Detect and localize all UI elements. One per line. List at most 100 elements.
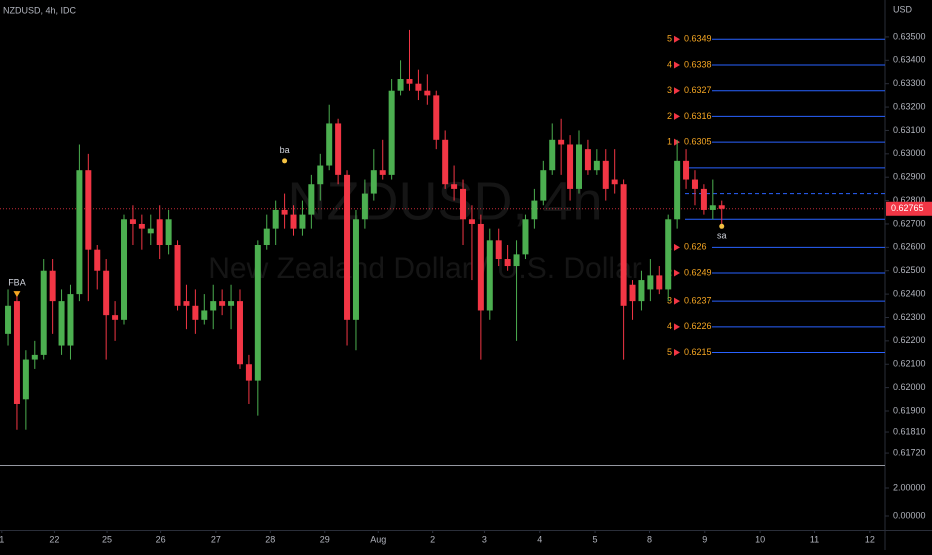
candle-body [147, 228, 154, 234]
candle-body [94, 249, 101, 271]
level-value: 0.6338 [684, 59, 712, 69]
marker-label: ba [280, 145, 290, 155]
x-tick-label: 3 [482, 534, 487, 544]
candle-body [174, 245, 181, 306]
level-arrow [674, 61, 680, 69]
candle-body [611, 179, 618, 185]
candle-body [700, 188, 707, 210]
candle-body [629, 284, 636, 302]
candle-body [210, 301, 217, 311]
candle-body [308, 184, 315, 215]
candle-body [424, 90, 431, 96]
level-rank: 4 [667, 59, 672, 69]
candle-body [442, 139, 449, 185]
level-arrow [674, 112, 680, 120]
y-tick-label: 0.63400 [893, 55, 926, 65]
last-price-tag [886, 201, 932, 216]
candle-body [718, 205, 725, 209]
candle-body [397, 79, 404, 91]
y-tick-label: 0.63000 [893, 148, 926, 158]
candle-body [647, 275, 654, 290]
x-tick-label: 29 [320, 534, 330, 544]
candle-body [575, 144, 582, 189]
x-tick-label: 1 [0, 534, 4, 544]
candle-body [219, 301, 226, 306]
candle-body [593, 160, 600, 171]
candle-body [477, 223, 484, 311]
candle-body [254, 245, 261, 381]
x-tick-label: 25 [102, 534, 112, 544]
candle-body [460, 188, 467, 220]
level-value: 0.6327 [684, 85, 712, 95]
level-arrow [674, 35, 680, 43]
level-value: 0.626 [684, 242, 707, 252]
candle-body [602, 160, 609, 189]
level-arrow [674, 349, 680, 357]
x-tick-label: 12 [865, 534, 875, 544]
level-rank: 5 [667, 34, 672, 44]
candle-body [112, 315, 119, 320]
candle-body [620, 184, 627, 306]
candle-body [121, 219, 128, 320]
x-tick-label: 4 [537, 534, 542, 544]
level-value: 0.6237 [684, 295, 712, 305]
candle-body [451, 184, 458, 189]
y-tick-label: 0.62800 [893, 195, 926, 205]
level-value: 0.6249 [684, 267, 712, 277]
level-rank: 3 [667, 295, 672, 305]
candle-body [513, 254, 520, 267]
x-tick-label: 22 [49, 534, 59, 544]
candle-body [5, 305, 12, 334]
candle-body [326, 123, 333, 166]
candle-body [388, 90, 395, 175]
candle-body [22, 359, 29, 400]
candle-body [549, 139, 556, 171]
candle-body [13, 301, 20, 404]
candle-body [76, 170, 83, 295]
candle-body [504, 259, 511, 267]
marker-label: sa [717, 231, 727, 241]
y-tick-label: 0.62500 [893, 265, 926, 275]
level-value: 0.6305 [684, 137, 712, 147]
candle-body [129, 219, 136, 224]
candle-body [584, 149, 591, 171]
marker [719, 223, 725, 229]
y-tick-label: 0.62700 [893, 218, 926, 228]
candle-body [361, 193, 368, 220]
currency: USD [893, 4, 913, 14]
level-rank: 4 [667, 321, 672, 331]
marker [282, 158, 288, 164]
y-tick-label: 0.63200 [893, 101, 926, 111]
y-tick-label: 0.63500 [893, 31, 926, 41]
candle-body [486, 240, 493, 311]
candle-body [317, 165, 324, 185]
level-value: 0.6215 [684, 347, 712, 357]
indicator-y-tick-label: 0.00000 [893, 510, 926, 520]
candle-body [67, 294, 74, 346]
candle-body [709, 205, 716, 210]
y-tick-label: 0.62600 [893, 242, 926, 252]
candle-body [138, 223, 145, 229]
candle-body [335, 123, 342, 175]
level-rank: 1 [667, 137, 672, 147]
x-tick-label: 28 [265, 534, 275, 544]
chart-title: NZDUSD, 4h, IDC [3, 5, 77, 15]
candle-body [558, 139, 565, 145]
candle-body [192, 305, 199, 320]
marker-label: FBA [8, 277, 26, 287]
y-tick-label: 0.63100 [893, 125, 926, 135]
candle-body [567, 144, 574, 189]
y-tick-label: 0.62900 [893, 172, 926, 182]
x-tick-label: 8 [647, 534, 652, 544]
candle-body [40, 270, 47, 355]
level-value: 0.6226 [684, 321, 712, 331]
level-arrow [674, 269, 680, 277]
candle-body [49, 270, 56, 302]
y-tick-label: 0.62100 [893, 359, 926, 369]
candle-body [522, 219, 529, 255]
candle-body [31, 354, 38, 360]
y-tick-label: 0.62000 [893, 382, 926, 392]
level-arrow [674, 87, 680, 95]
candle-body [468, 219, 475, 224]
